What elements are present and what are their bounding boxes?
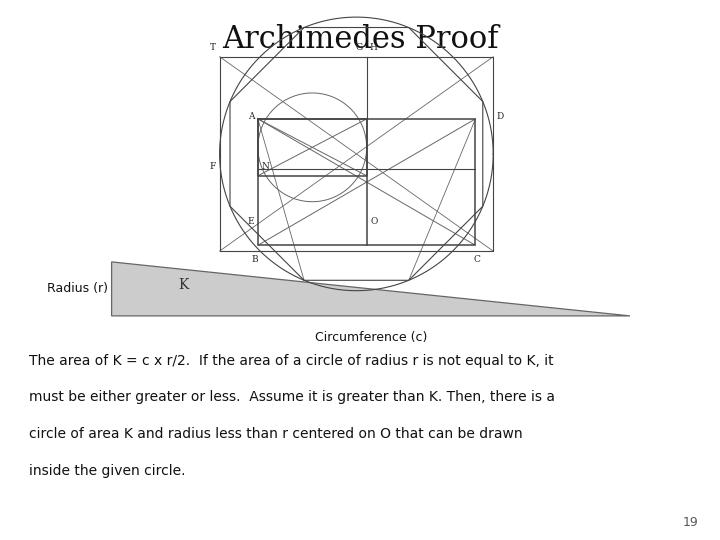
Text: H: H — [370, 43, 378, 52]
Polygon shape — [112, 262, 630, 316]
Text: C: C — [473, 255, 480, 265]
Text: Radius (r): Radius (r) — [47, 282, 108, 295]
Text: B: B — [252, 255, 258, 265]
Text: Circumference (c): Circumference (c) — [315, 331, 427, 344]
Text: must be either greater or less.  Assume it is greater than K. Then, there is a: must be either greater or less. Assume i… — [29, 390, 555, 404]
Text: 19: 19 — [683, 516, 698, 529]
Text: G: G — [356, 43, 363, 52]
Text: O: O — [370, 218, 377, 226]
Text: D: D — [497, 112, 504, 121]
Text: inside the given circle.: inside the given circle. — [29, 464, 185, 478]
Text: E: E — [248, 218, 254, 226]
Text: The area of K = c x r/2.  If the area of a circle of radius r is not equal to K,: The area of K = c x r/2. If the area of … — [29, 354, 554, 368]
Text: A: A — [248, 112, 254, 121]
Text: circle of area K and radius less than r centered on O that can be drawn: circle of area K and radius less than r … — [29, 427, 523, 441]
Text: K: K — [179, 278, 189, 292]
Text: F: F — [210, 162, 216, 171]
Text: N: N — [261, 162, 269, 171]
Text: Archimedes Proof: Archimedes Proof — [222, 24, 498, 55]
Text: T: T — [210, 43, 216, 52]
